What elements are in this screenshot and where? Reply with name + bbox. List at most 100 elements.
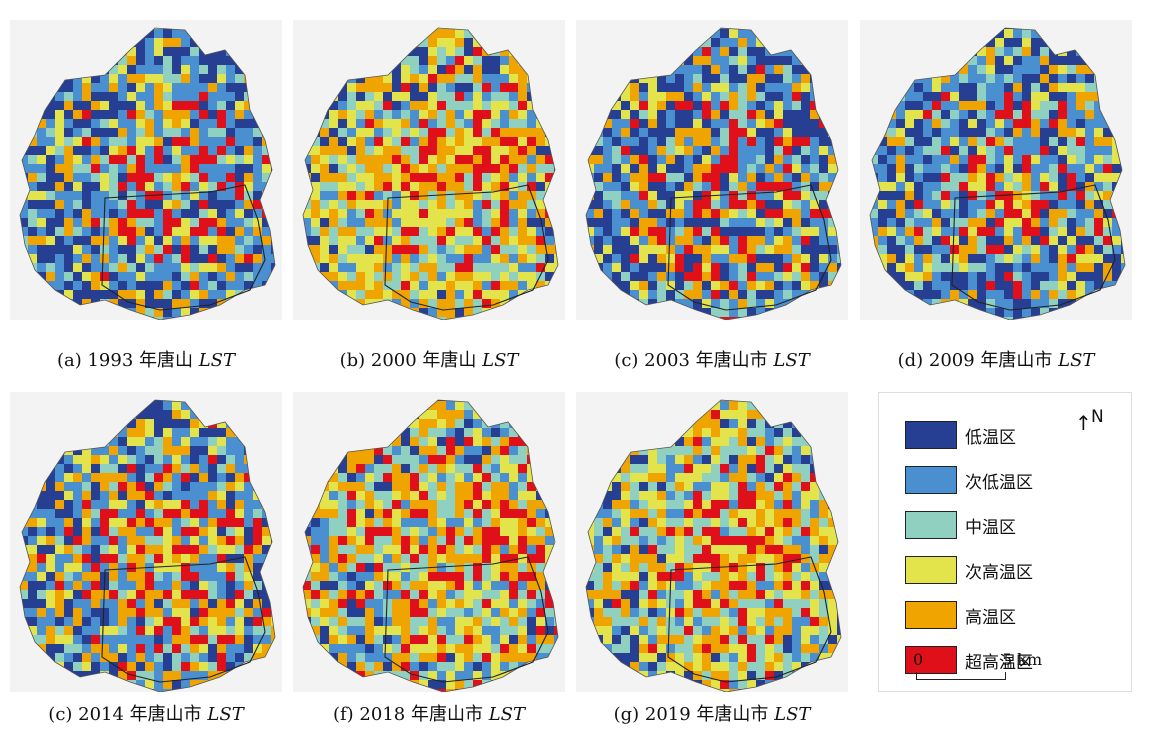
lst-cell: [491, 29, 501, 39]
lst-cell: [91, 29, 101, 39]
lst-cell: [91, 419, 101, 429]
lst-cell: [181, 28, 191, 30]
lst-cell: [446, 38, 456, 48]
lst-cell: [356, 290, 366, 300]
lst-cell: [810, 245, 820, 255]
lst-cell: [586, 65, 595, 75]
lst-cell: [977, 65, 987, 75]
lst-cell: [446, 47, 456, 57]
lst-cell: [923, 191, 933, 201]
lst-cell: [1040, 236, 1050, 246]
lst-cell: [648, 236, 658, 246]
lst-cell: [657, 137, 667, 147]
lst-cell: [675, 317, 685, 320]
lst-cell: [941, 218, 951, 228]
lst-cell: [118, 245, 128, 255]
lst-cell: [464, 110, 474, 120]
lst-cell: [163, 299, 173, 309]
lst-cell: [262, 155, 272, 165]
lst-cell: [887, 119, 897, 129]
lst-cell: [473, 236, 483, 246]
lst-cell: [675, 56, 685, 66]
lst-cell: [1058, 272, 1068, 282]
lst-cell: [711, 236, 721, 246]
lst-cell: [792, 28, 802, 30]
lst-cell: [154, 191, 164, 201]
lst-cell: [774, 74, 784, 84]
lst-cell: [783, 164, 793, 174]
lst-cell: [554, 146, 558, 156]
lst-cell: [145, 482, 155, 492]
lst-cell: [271, 590, 275, 600]
lst-cell: [554, 218, 558, 228]
lst-cell: [1094, 28, 1104, 30]
lst-cell: [765, 281, 775, 291]
lst-cell: [1040, 110, 1050, 120]
lst-cell: [720, 65, 730, 75]
lst-cell: [977, 28, 987, 30]
lst-cell: [244, 473, 254, 483]
lst-cell: [20, 29, 29, 39]
lst-cell: [950, 218, 960, 228]
lst-cell: [950, 128, 960, 138]
lst-cell: [109, 191, 119, 201]
lst-cell: [271, 509, 275, 519]
lst-cell: [648, 92, 658, 102]
lst-cell: [1103, 92, 1113, 102]
lst-cell: [208, 581, 218, 591]
lst-cell: [82, 101, 92, 111]
lst-cell: [338, 92, 348, 102]
lst-cell: [244, 56, 254, 66]
lst-cell: [756, 65, 766, 75]
lst-cell: [244, 428, 254, 438]
lst-cell: [702, 173, 712, 183]
lst-cell: [91, 590, 101, 600]
lst-cell: [603, 65, 613, 75]
lst-cell: [244, 500, 254, 510]
lst-cell: [612, 209, 622, 219]
lst-cell: [293, 56, 303, 66]
lst-cell: [383, 173, 393, 183]
lst-cell: [428, 38, 438, 48]
lst-cell: [253, 137, 263, 147]
lst-raster: [860, 28, 1125, 320]
lst-cell: [801, 263, 811, 273]
lst-cell: [887, 236, 897, 246]
lst-cell: [118, 110, 128, 120]
lst-cell: [419, 308, 429, 318]
lst-cell: [932, 200, 942, 210]
lst-cell: [860, 65, 870, 75]
lst-cell: [621, 155, 631, 165]
lst-cell: [437, 281, 447, 291]
lst-cell: [329, 209, 339, 219]
lst-cell: [163, 146, 173, 156]
lst-cell: [199, 155, 209, 165]
lst-cell: [1004, 155, 1014, 165]
lst-cell: [100, 137, 110, 147]
lst-cell: [311, 254, 321, 264]
lst-cell: [896, 317, 906, 320]
lst-cell: [208, 464, 218, 474]
lst-cell: [756, 317, 766, 320]
lst-cell: [428, 29, 438, 39]
lst-cell: [657, 281, 667, 291]
lst-cell: [1103, 218, 1113, 228]
lst-cell: [118, 290, 128, 300]
lst-cell: [64, 56, 74, 66]
lst-cell: [648, 101, 658, 111]
lst-cell: [100, 164, 110, 174]
lst-cell: [20, 527, 29, 537]
lst-cell: [720, 119, 730, 129]
lst-cell: [303, 101, 312, 111]
lst-cell: [720, 209, 730, 219]
lst-cell: [594, 29, 604, 39]
lst-cell: [46, 473, 56, 483]
lst-cell: [181, 446, 191, 456]
lst-cell: [20, 428, 29, 438]
lst-cell: [217, 581, 227, 591]
lst-cell: [747, 83, 757, 93]
lst-cell: [491, 308, 501, 318]
lst-cell: [109, 446, 119, 456]
lst-cell: [419, 101, 429, 111]
lst-cell: [118, 518, 128, 528]
